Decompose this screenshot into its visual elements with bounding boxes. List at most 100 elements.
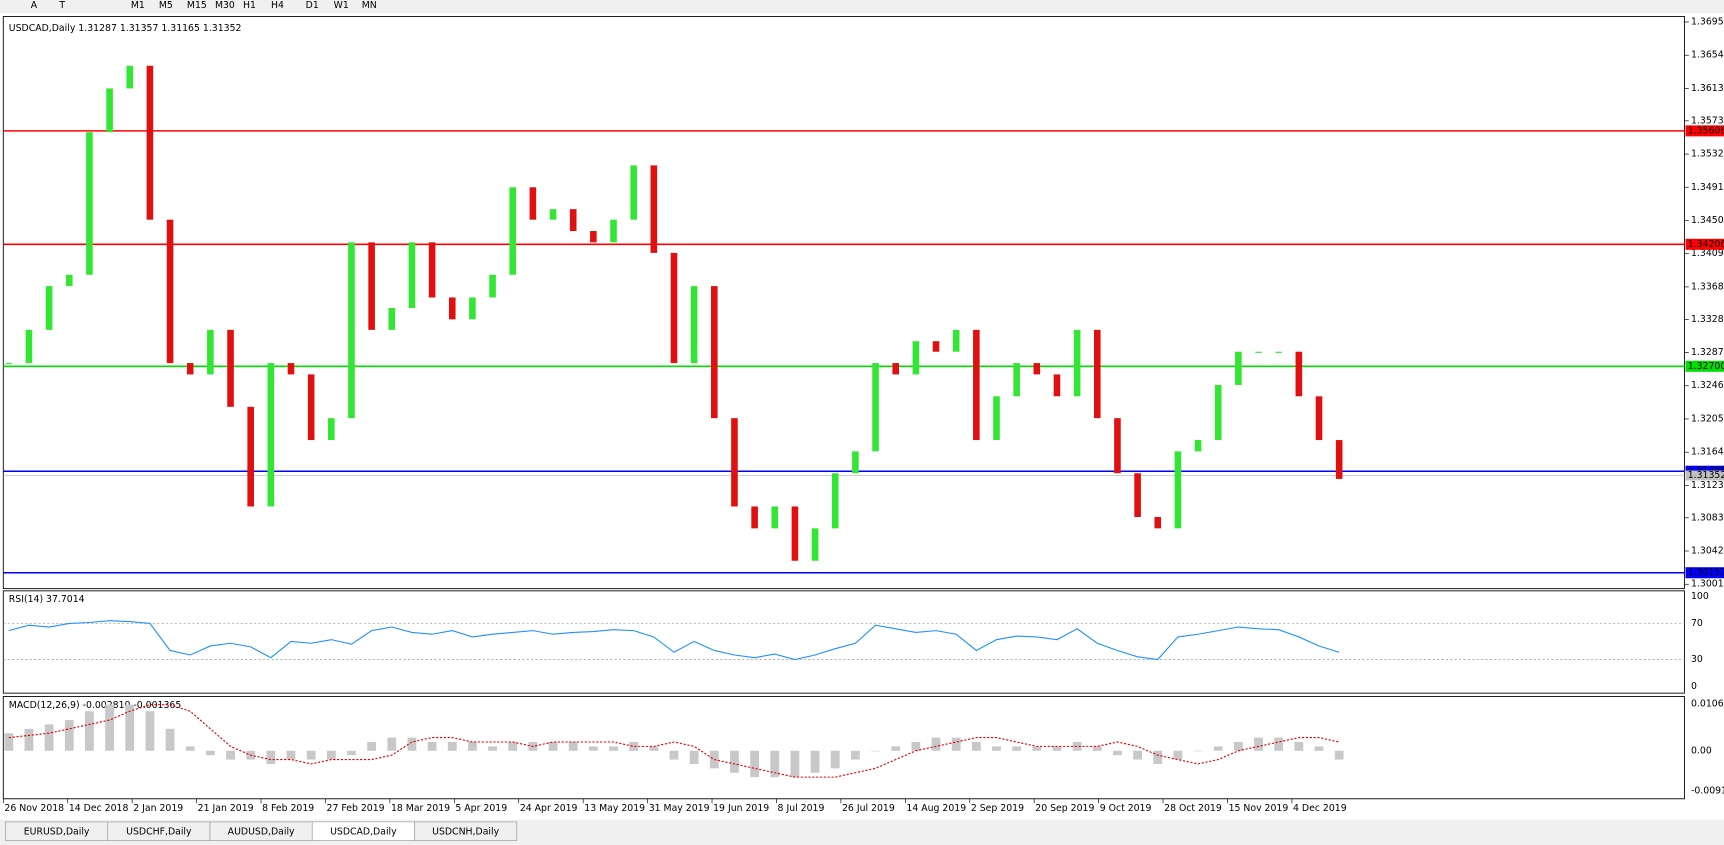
- candle: [952, 329, 960, 352]
- timeframe-button[interactable]: D1: [306, 0, 319, 11]
- macd-bar: [85, 711, 94, 751]
- timeframe-button[interactable]: M1: [131, 0, 145, 11]
- tab[interactable]: [414, 821, 518, 841]
- price-tick-label: 1.33280: [1691, 314, 1724, 325]
- candle: [328, 418, 335, 441]
- tab-label[interactable]: USDCNH,Daily: [432, 826, 499, 837]
- candle: [1315, 396, 1323, 441]
- candle: [1194, 440, 1202, 452]
- candle: [307, 374, 315, 441]
- candle: [670, 252, 678, 364]
- macd-bar: [266, 750, 276, 764]
- timeframe-button[interactable]: MN: [362, 0, 377, 11]
- candle: [590, 231, 597, 243]
- macd-bar: [226, 750, 235, 760]
- macd-bar: [1314, 746, 1324, 751]
- macd-bar: [1092, 746, 1102, 751]
- macd-bar: [508, 741, 518, 751]
- candle: [348, 242, 355, 419]
- macd-bar: [1032, 746, 1042, 751]
- level-label: 1.30152: [1688, 567, 1724, 578]
- timeframe-button[interactable]: M5: [159, 0, 173, 11]
- macd-bar: [931, 737, 941, 751]
- candle: [247, 406, 254, 507]
- candle: [45, 286, 53, 330]
- candle: [388, 307, 396, 330]
- candle: [186, 363, 194, 375]
- macd-bar: [326, 750, 336, 760]
- macd-bar: [286, 750, 296, 760]
- rsi-tick-label: 30: [1691, 654, 1703, 665]
- macd-bar: [891, 746, 901, 751]
- candle: [106, 88, 113, 133]
- candle: [1093, 329, 1101, 419]
- candle: [469, 297, 476, 320]
- macd-bar: [609, 746, 618, 751]
- macd-tick-label: 0.00: [1691, 745, 1712, 756]
- tab-label[interactable]: USDCAD,Daily: [330, 826, 397, 837]
- timeframe-button[interactable]: H1: [243, 0, 256, 11]
- candle: [811, 528, 819, 561]
- macd-bar: [387, 737, 397, 751]
- candle: [1335, 440, 1343, 479]
- candle: [852, 451, 859, 474]
- rsi-tick-label: 0: [1691, 681, 1697, 692]
- macd-bar: [407, 737, 417, 751]
- macd-bar: [1173, 750, 1183, 760]
- level-tag: [1685, 567, 1724, 579]
- date-label: 4 Dec 2019: [1293, 803, 1347, 814]
- candle: [227, 329, 234, 407]
- candle: [569, 209, 577, 232]
- macd-bar: [1113, 750, 1122, 756]
- candle: [408, 242, 416, 308]
- candle: [65, 274, 73, 287]
- candle: [267, 363, 275, 507]
- candle: [831, 473, 839, 529]
- macd-bar: [730, 750, 739, 773]
- candle: [630, 165, 637, 220]
- timeframe-button[interactable]: M30: [215, 0, 235, 11]
- rsi-tick-label: 70: [1691, 618, 1703, 629]
- macd-tick-label: 0.010615: [1691, 699, 1724, 710]
- candle: [1255, 351, 1262, 353]
- macd-bar: [1153, 750, 1163, 764]
- candle: [207, 329, 214, 375]
- timeframe-button[interactable]: H4: [271, 0, 284, 11]
- macd-bar: [1233, 741, 1243, 751]
- macd-bar: [427, 741, 437, 751]
- macd-bar: [992, 746, 1001, 751]
- tool-button[interactable]: A: [31, 0, 38, 11]
- date-label: 20 Sep 2019: [1035, 803, 1094, 814]
- candle: [932, 341, 940, 352]
- candle: [791, 506, 799, 561]
- macd-bar: [649, 746, 659, 751]
- macd-bar: [951, 737, 961, 751]
- timeframe-button[interactable]: W1: [334, 0, 349, 11]
- toolbar: [0, 0, 1724, 14]
- macd-label: MACD(12,26,9) -0.002810 -0.001365: [9, 700, 182, 711]
- macd-bar: [790, 750, 800, 778]
- macd-bar: [871, 750, 880, 752]
- candle: [509, 187, 517, 275]
- macd-bar: [851, 750, 860, 760]
- level-tag: [1685, 238, 1724, 250]
- candle: [1275, 351, 1283, 353]
- macd-bar: [629, 741, 639, 751]
- timeframe-button[interactable]: M15: [187, 0, 207, 11]
- tool-button[interactable]: T: [58, 0, 65, 11]
- macd-bar: [1012, 746, 1022, 751]
- macd-bar: [669, 750, 679, 760]
- tab-label[interactable]: AUDUSD,Daily: [228, 826, 295, 837]
- tab-label[interactable]: EURUSD,Daily: [24, 826, 90, 837]
- price-tick-label: 1.32870: [1691, 347, 1724, 358]
- rsi-label: RSI(14) 37.7014: [9, 594, 85, 605]
- candle: [489, 274, 496, 298]
- candle: [993, 396, 1000, 441]
- main-panel: [2, 16, 1685, 590]
- date-label: 14 Dec 2018: [69, 803, 129, 814]
- date-label: 2 Sep 2019: [971, 803, 1024, 814]
- macd-bar: [165, 728, 175, 751]
- tab-label[interactable]: USDCHF,Daily: [126, 826, 192, 837]
- macd-bar: [488, 746, 497, 751]
